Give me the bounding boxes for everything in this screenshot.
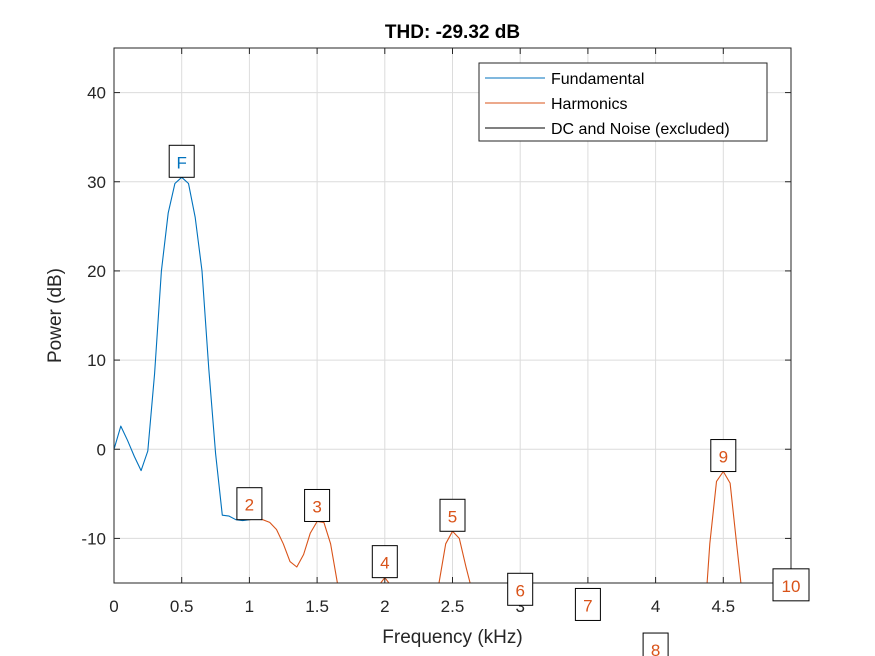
harmonic-label-7: 7 [574, 587, 601, 621]
harmonic-label-box [507, 572, 534, 606]
harmonic-label-box [371, 545, 398, 579]
harmonic-label-6: 6 [507, 572, 534, 606]
chart-title: THD: -29.32 dB [385, 22, 520, 43]
harmonic-label-text: 10 [782, 577, 801, 596]
axis-ticks: 0 0.5 1 1.5 2 2.5 3 3 4 4.5 -10 0 10 20 30 40 [81, 48, 791, 616]
y-axis-label: Power (dB) [45, 268, 66, 363]
harmonic-label-4: 4 [371, 545, 398, 579]
harmonic-label-box [772, 568, 810, 602]
harmonic-label-10: 10 [772, 568, 810, 602]
x-tick-label: 4.5 [711, 597, 735, 616]
harmonic-label-3: 3 [304, 488, 331, 522]
harmonic-label-text: 8 [651, 641, 660, 656]
harmonic-label-box [439, 498, 466, 532]
y-tick-label: 0 [97, 440, 106, 459]
harmonics-line [438, 530, 471, 584]
harmonic-label-box [642, 632, 669, 656]
x-tick-label: 2 [380, 597, 389, 616]
harmonic-label-5: 5 [439, 498, 466, 532]
legend-entry-harmonics: Harmonics [551, 96, 627, 113]
x-tick-label: 1 [245, 597, 254, 616]
x-tick-label: 3 [515, 597, 524, 616]
y-tick-label: -10 [81, 529, 106, 548]
y-tick-label: 10 [87, 351, 106, 370]
harmonic-annotations: F 2 3 4 5 6 7 8 9 10 [168, 144, 810, 656]
harmonic-label-box [574, 587, 601, 621]
legend: Fundamental Harmonics DC and Noise (exclud… [478, 62, 768, 142]
legend-entry-fundamental: Fundamental [551, 71, 644, 88]
legend-entry-dc-and-noise-excluded: DC and Noise (excluded) [551, 121, 730, 138]
harmonic-label-box [304, 488, 331, 522]
harmonic-label-text: 6 [515, 581, 524, 600]
y-tick-label: 30 [87, 173, 106, 192]
harmonic-label-8: 8 [642, 632, 669, 656]
harmonic-label-text: F [177, 153, 187, 172]
x-tick-label: 2.5 [441, 597, 465, 616]
harmonic-label-text: 7 [583, 596, 592, 615]
harmonic-label-box [710, 439, 737, 473]
harmonic-label-box [168, 144, 195, 178]
harmonic-label-box [236, 487, 263, 521]
harmonic-label-text: 4 [380, 554, 389, 573]
harmonic-label-2: 2 [236, 487, 263, 521]
harmonic-label-text: 2 [245, 496, 254, 515]
harmonic-label-9: 9 [710, 439, 737, 473]
x-axis-label: Frequency (kHz) [382, 627, 522, 648]
y-tick-label: 20 [87, 262, 106, 281]
x-tick-label: 0 [109, 597, 118, 616]
y-tick-label: 40 [87, 84, 106, 103]
x-tick-label: 4 [651, 597, 660, 616]
harmonic-label-text: 9 [719, 448, 728, 467]
harmonic-label-text: 5 [448, 507, 457, 526]
harmonics-line [249, 518, 338, 584]
harmonic-label-F: F [168, 144, 195, 178]
x-tick-label: 1.5 [305, 597, 329, 616]
x-tick-label: 0.5 [170, 597, 194, 616]
harmonic-label-text: 3 [312, 497, 321, 516]
